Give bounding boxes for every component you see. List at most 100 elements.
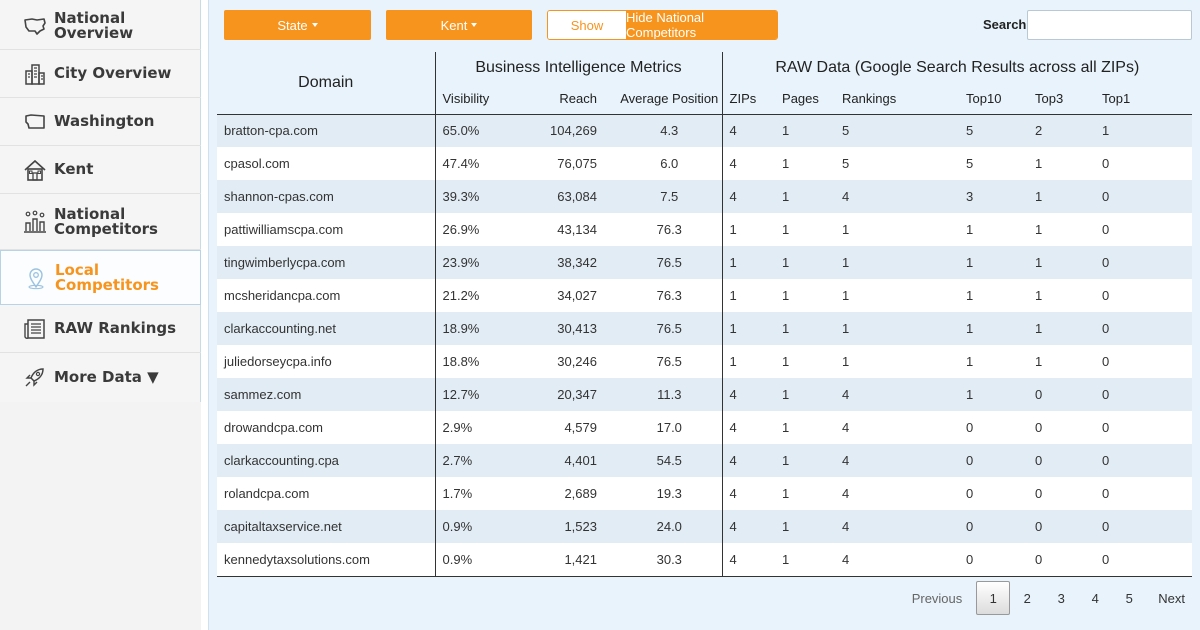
sidebar-item-raw-rankings[interactable]: RAW Rankings (0, 305, 201, 353)
zips-cell: 1 (721, 312, 776, 345)
reach-cell: 2,689 (533, 477, 617, 510)
domain-cell: clarkaccounting.net (217, 312, 435, 345)
top10-cell: 1 (930, 246, 1014, 279)
page-button-1[interactable]: 1 (976, 581, 1011, 615)
reach-cell: 38,342 (533, 246, 617, 279)
domain-cell: clarkaccounting.cpa (217, 444, 435, 477)
reach-column-header[interactable]: Reach (533, 83, 617, 115)
state-map-icon (22, 109, 48, 135)
visibility-cell: 65.0% (434, 114, 533, 147)
pages-column-header[interactable]: Pages (775, 83, 836, 115)
table-row: juliedorseycpa.info 18.8% 30,246 76.5 1 1 1 1 1 0 (217, 345, 1193, 378)
visibility-cell: 23.9% (434, 246, 533, 279)
hide-national-competitors-button[interactable]: Hide National Competitors (626, 11, 777, 39)
next-page-button[interactable]: Next (1158, 590, 1185, 606)
sidebar-item-more-data[interactable]: More Data ▼ (0, 353, 201, 401)
table-row: sammez.com 12.7% 20,347 11.3 4 1 4 1 0 0 (217, 378, 1193, 411)
domain-column-header[interactable]: Domain (217, 52, 435, 115)
rankings-column-header[interactable]: Rankings (835, 83, 931, 115)
zips-cell: 4 (721, 477, 776, 510)
table-row: kennedytaxsolutions.com 0.9% 1,421 30.3 4 1 4 0… (217, 543, 1193, 577)
table-row: pattiwilliamscpa.com 26.9% 43,134 76.3 1 1 1 1 1… (217, 213, 1193, 246)
search-label: Search: (983, 17, 1031, 32)
reach-cell: 34,027 (533, 279, 617, 312)
top10-column-header[interactable]: Top10 (930, 83, 1014, 115)
zips-cell: 4 (721, 444, 776, 477)
top10-cell: 0 (930, 510, 1014, 543)
city-dropdown-button[interactable]: Kent (386, 10, 532, 40)
search-input[interactable] (1027, 10, 1192, 40)
average-position-cell: 76.3 (617, 279, 723, 312)
page-button-4[interactable]: 4 (1091, 590, 1099, 606)
bi-metrics-group-header: Business Intelligence Metrics (434, 52, 723, 83)
show-national-competitors-button[interactable]: Show (548, 11, 626, 39)
sidebar-item-kent[interactable]: Kent (0, 146, 201, 194)
top10-cell: 1 (930, 378, 1014, 411)
reach-cell: 4,401 (533, 444, 617, 477)
table-row: clarkaccounting.net 18.9% 30,413 76.5 1 1 1 1 1 0 (217, 312, 1193, 345)
top10-cell: 1 (930, 279, 1014, 312)
pages-cell: 1 (775, 345, 836, 378)
top1-cell: 0 (1085, 213, 1193, 246)
zips-column-header[interactable]: ZIPs (721, 83, 776, 115)
sidebar-item-label: RAW Rankings (54, 319, 177, 337)
pages-cell: 1 (775, 543, 836, 577)
top10-cell: 0 (930, 411, 1014, 444)
average-position-column-header[interactable]: Average Position (617, 83, 723, 115)
table-row: tingwimberlycpa.com 23.9% 38,342 76.5 1 1 1 1 1 0 (217, 246, 1193, 279)
visibility-cell: 26.9% (434, 213, 533, 246)
visibility-column-header[interactable]: Visibility (434, 83, 533, 115)
sidebar-item-city-overview[interactable]: City Overview (0, 50, 201, 98)
rankings-cell: 4 (835, 510, 931, 543)
top3-cell: 0 (1013, 378, 1086, 411)
top1-cell: 0 (1085, 279, 1193, 312)
pages-cell: 1 (775, 411, 836, 444)
reach-cell: 104,269 (533, 114, 617, 147)
zips-cell: 4 (721, 543, 776, 577)
average-position-cell: 19.3 (617, 477, 723, 510)
rankings-cell: 1 (835, 345, 931, 378)
state-dropdown-label: State (277, 17, 308, 33)
sidebar-item-washington[interactable]: Washington (0, 98, 201, 146)
average-position-cell: 76.3 (617, 213, 723, 246)
top10-cell: 0 (930, 444, 1014, 477)
top3-cell: 1 (1013, 147, 1086, 180)
newspaper-icon (22, 316, 48, 342)
top1-column-header[interactable]: Top1 (1085, 83, 1193, 115)
table-row: shannon-cpas.com 39.3% 63,084 7.5 4 1 4 3 1 0 (217, 180, 1193, 213)
top3-cell: 0 (1013, 510, 1086, 543)
reach-cell: 63,084 (533, 180, 617, 213)
page-button-3[interactable]: 3 (1057, 590, 1065, 606)
table-body: bratton-cpa.com 65.0% 104,269 4.3 4 1 5 5 2 1 cpas… (217, 114, 1193, 577)
rankings-cell: 5 (835, 147, 931, 180)
visibility-cell: 0.9% (434, 510, 533, 543)
sidebar-item-national-overview[interactable]: National Overview (0, 2, 201, 50)
average-position-cell: 76.5 (617, 345, 723, 378)
rankings-cell: 4 (835, 180, 931, 213)
caret-down-icon (311, 23, 318, 27)
page-button-2[interactable]: 2 (1023, 590, 1031, 606)
zips-cell: 4 (721, 114, 776, 147)
sidebar-nav: National Overview City Overview Washingt… (0, 0, 201, 402)
page-button-5[interactable]: 5 (1125, 590, 1133, 606)
sidebar-item-local-competitors[interactable]: Local Competitors (0, 250, 201, 305)
top1-cell: 0 (1085, 345, 1193, 378)
average-position-cell: 24.0 (617, 510, 723, 543)
pages-cell: 1 (775, 378, 836, 411)
top3-cell: 0 (1013, 477, 1086, 510)
zips-cell: 4 (721, 411, 776, 444)
sidebar-item-label: City Overview (54, 64, 172, 82)
top3-column-header[interactable]: Top3 (1013, 83, 1086, 115)
previous-page-button[interactable]: Previous (911, 590, 963, 606)
reach-cell: 43,134 (533, 213, 617, 246)
state-dropdown-button[interactable]: State (224, 10, 371, 40)
top10-cell: 3 (930, 180, 1014, 213)
pages-cell: 1 (775, 444, 836, 477)
top3-cell: 1 (1013, 345, 1086, 378)
visibility-cell: 18.9% (434, 312, 533, 345)
top1-cell: 0 (1085, 510, 1193, 543)
top10-cell: 5 (930, 147, 1014, 180)
competitors-table: Domain Business Intelligence Metrics RAW… (217, 52, 1193, 577)
sidebar-item-national-competitors[interactable]: National Competitors (0, 194, 201, 250)
average-position-cell: 30.3 (617, 543, 723, 577)
